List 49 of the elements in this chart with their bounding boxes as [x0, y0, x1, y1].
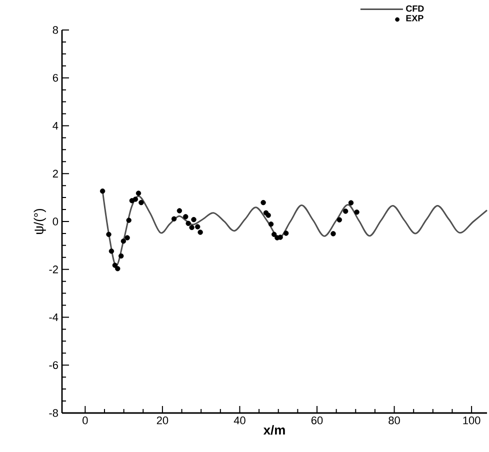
point: [115, 266, 120, 272]
point: [183, 214, 188, 220]
point: [330, 231, 336, 236]
point: [171, 216, 177, 222]
point: [342, 208, 348, 214]
point: [138, 200, 144, 206]
x-axis-title: x/m: [263, 425, 285, 435]
point: [260, 200, 266, 206]
point: [132, 196, 138, 202]
point: [348, 200, 354, 206]
y-tick-label: -6: [49, 361, 58, 370]
x-tick-label: 60: [311, 416, 323, 424]
point: [336, 217, 342, 222]
point: [100, 188, 106, 194]
y-tick-label: -4: [49, 313, 58, 322]
legend-label: CFD: [406, 5, 424, 12]
point: [195, 224, 200, 230]
point: [191, 216, 196, 222]
point: [176, 208, 182, 214]
x-tick-label: 20: [156, 416, 168, 424]
x-tick-label: 0: [82, 416, 88, 424]
point: [136, 190, 142, 196]
y-axis-title: ψ/(°): [34, 208, 46, 234]
point: [126, 218, 132, 223]
point: [108, 248, 114, 254]
point: [283, 230, 289, 236]
y-tick-label: 6: [52, 74, 58, 82]
point: [354, 210, 360, 215]
point: [268, 222, 274, 227]
x-tick-label: 40: [234, 416, 246, 424]
y-tick-label: -8: [49, 409, 58, 417]
point: [120, 238, 126, 244]
y-tick-label: 8: [52, 26, 58, 34]
point: [266, 212, 271, 218]
point: [198, 230, 203, 235]
point: [118, 253, 124, 259]
y-tick-label: 4: [52, 122, 58, 130]
x-tick-label: 100: [463, 416, 480, 424]
point: [189, 224, 194, 230]
x-tick-label: 80: [388, 416, 400, 424]
legend-label: EXP: [406, 15, 424, 22]
point: [106, 232, 112, 238]
y-tick-label: 2: [52, 170, 58, 178]
point: [124, 235, 130, 240]
y-tick-label: -2: [49, 266, 58, 274]
y-tick-label: 0: [52, 218, 58, 226]
point: [186, 220, 191, 226]
point: [278, 234, 283, 240]
point: [272, 232, 277, 238]
